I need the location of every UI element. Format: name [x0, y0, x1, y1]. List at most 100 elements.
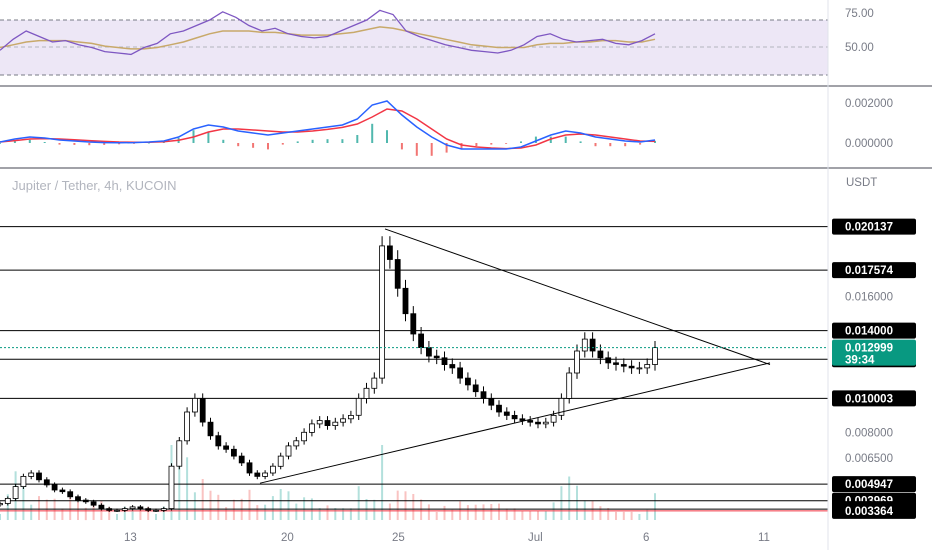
- time-axis[interactable]: 13 20 25 Jul 6 11: [124, 532, 770, 544]
- macd-histogram-bar: [609, 143, 612, 147]
- candle-body: [160, 508, 167, 511]
- level-tag-bg: [832, 476, 916, 493]
- volume-bar: [404, 491, 407, 520]
- volume-bar: [498, 503, 500, 520]
- candle-body: [558, 397, 565, 416]
- volume-bar: [271, 496, 274, 520]
- candle-body: [75, 496, 81, 501]
- triangle-lower-trendline: [259, 362, 771, 484]
- volume-bar: [373, 499, 376, 520]
- macd-histogram-bar: [281, 143, 284, 145]
- candle-body: [67, 491, 74, 498]
- rsi-line: [0, 9, 656, 56]
- candle-body: [129, 506, 136, 509]
- volume-bar: [583, 500, 586, 520]
- volume-bar: [482, 504, 485, 520]
- candle-body: [4, 497, 11, 504]
- macd-histogram-bar: [133, 143, 135, 144]
- volume-bar: [529, 511, 532, 520]
- volume-bar: [45, 499, 48, 520]
- rsi-panel: 75.00 50.00: [0, 8, 874, 76]
- macd-histogram-bar: [222, 139, 225, 143]
- candle-body: [28, 472, 35, 477]
- candle-body: [199, 397, 206, 423]
- candle-body: [238, 455, 245, 464]
- volume-bar: [490, 504, 493, 520]
- macd-histogram-bar: [147, 142, 150, 144]
- price-scale-label-0.0065: 0.006500: [845, 453, 893, 465]
- volume-bar: [443, 505, 446, 520]
- candle-body: [355, 397, 362, 416]
- candle-body: [488, 397, 495, 406]
- candle-body: [363, 387, 370, 399]
- volume-bar: [147, 506, 150, 520]
- macd-histogram-bar: [356, 135, 359, 143]
- candle-body: [332, 421, 339, 427]
- macd-tick-label-0.002: 0.002000: [845, 98, 893, 110]
- volume-bar: [599, 506, 602, 520]
- level-lines: [0, 226, 828, 512]
- volume-bar: [646, 509, 649, 520]
- volume-bar: [334, 508, 337, 520]
- time-tick-label: 6: [643, 532, 649, 544]
- macd-tick-label-0: 0.000000: [845, 138, 893, 150]
- level-tag-bg: [832, 322, 916, 339]
- candle-body: [324, 420, 331, 426]
- macd-histogram-bar: [460, 143, 463, 150]
- macd-histogram-bar: [13, 140, 16, 143]
- macd-histogram-bar: [624, 143, 627, 147]
- volume-bar: [295, 503, 298, 520]
- volume-bar: [287, 491, 290, 520]
- candle-body: [277, 455, 284, 467]
- candle-body: [191, 397, 198, 413]
- level-tag-label: 0.004947: [845, 479, 893, 491]
- candle-body: [542, 421, 549, 425]
- macd-histogram-bar: [28, 139, 31, 143]
- level-tag-label: 0.020137: [845, 222, 893, 234]
- volume-bar: [521, 511, 524, 520]
- candle-body: [262, 472, 269, 477]
- candle-body: [106, 508, 113, 511]
- volume-bar: [248, 489, 251, 520]
- candle-body: [574, 350, 580, 374]
- candle-body: [51, 484, 58, 491]
- volume-bar: [6, 494, 9, 520]
- price-scale[interactable]: 0.016000 0.008000 0.006500: [845, 292, 893, 465]
- currency-label: USDT: [846, 177, 877, 189]
- candle-body: [519, 418, 526, 421]
- candle-body: [496, 404, 502, 413]
- candle-body: [472, 384, 479, 393]
- macd-panel: 0.002000 0.000000: [0, 98, 893, 156]
- level-tag-label: 0.014000: [845, 326, 893, 338]
- macd-histogram-bar: [296, 141, 299, 143]
- time-tick-label: 25: [392, 532, 405, 544]
- rsi-tick-label-75: 75.00: [845, 8, 874, 20]
- macd-histogram-bar: [654, 140, 656, 143]
- volume-bar: [505, 508, 508, 520]
- volume-bar: [178, 451, 181, 520]
- candle-body: [230, 448, 237, 457]
- volume-bar: [349, 508, 352, 520]
- candle-body: [620, 364, 627, 367]
- macd-signal-line: [0, 108, 656, 150]
- volume-bar: [256, 505, 259, 520]
- candle-body: [121, 508, 128, 511]
- time-tick-label: 11: [758, 532, 770, 544]
- candle-body: [90, 501, 97, 506]
- candle-body: [293, 440, 300, 447]
- current-price-tag: 0.012999 39:34: [832, 339, 916, 367]
- level-tag-label: 0.017574: [845, 265, 894, 277]
- candle-body: [59, 489, 66, 493]
- volume-bar: [513, 508, 516, 520]
- volume-bar: [279, 489, 282, 520]
- candle-body: [98, 504, 105, 510]
- time-tick-label: 13: [124, 532, 137, 544]
- volume-bar: [186, 457, 189, 520]
- macd-line: [0, 100, 656, 150]
- candle-body: [511, 414, 518, 420]
- candle-body: [340, 418, 347, 423]
- candle-body: [441, 357, 448, 365]
- volume-bar: [435, 512, 438, 520]
- candle-body: [285, 445, 292, 457]
